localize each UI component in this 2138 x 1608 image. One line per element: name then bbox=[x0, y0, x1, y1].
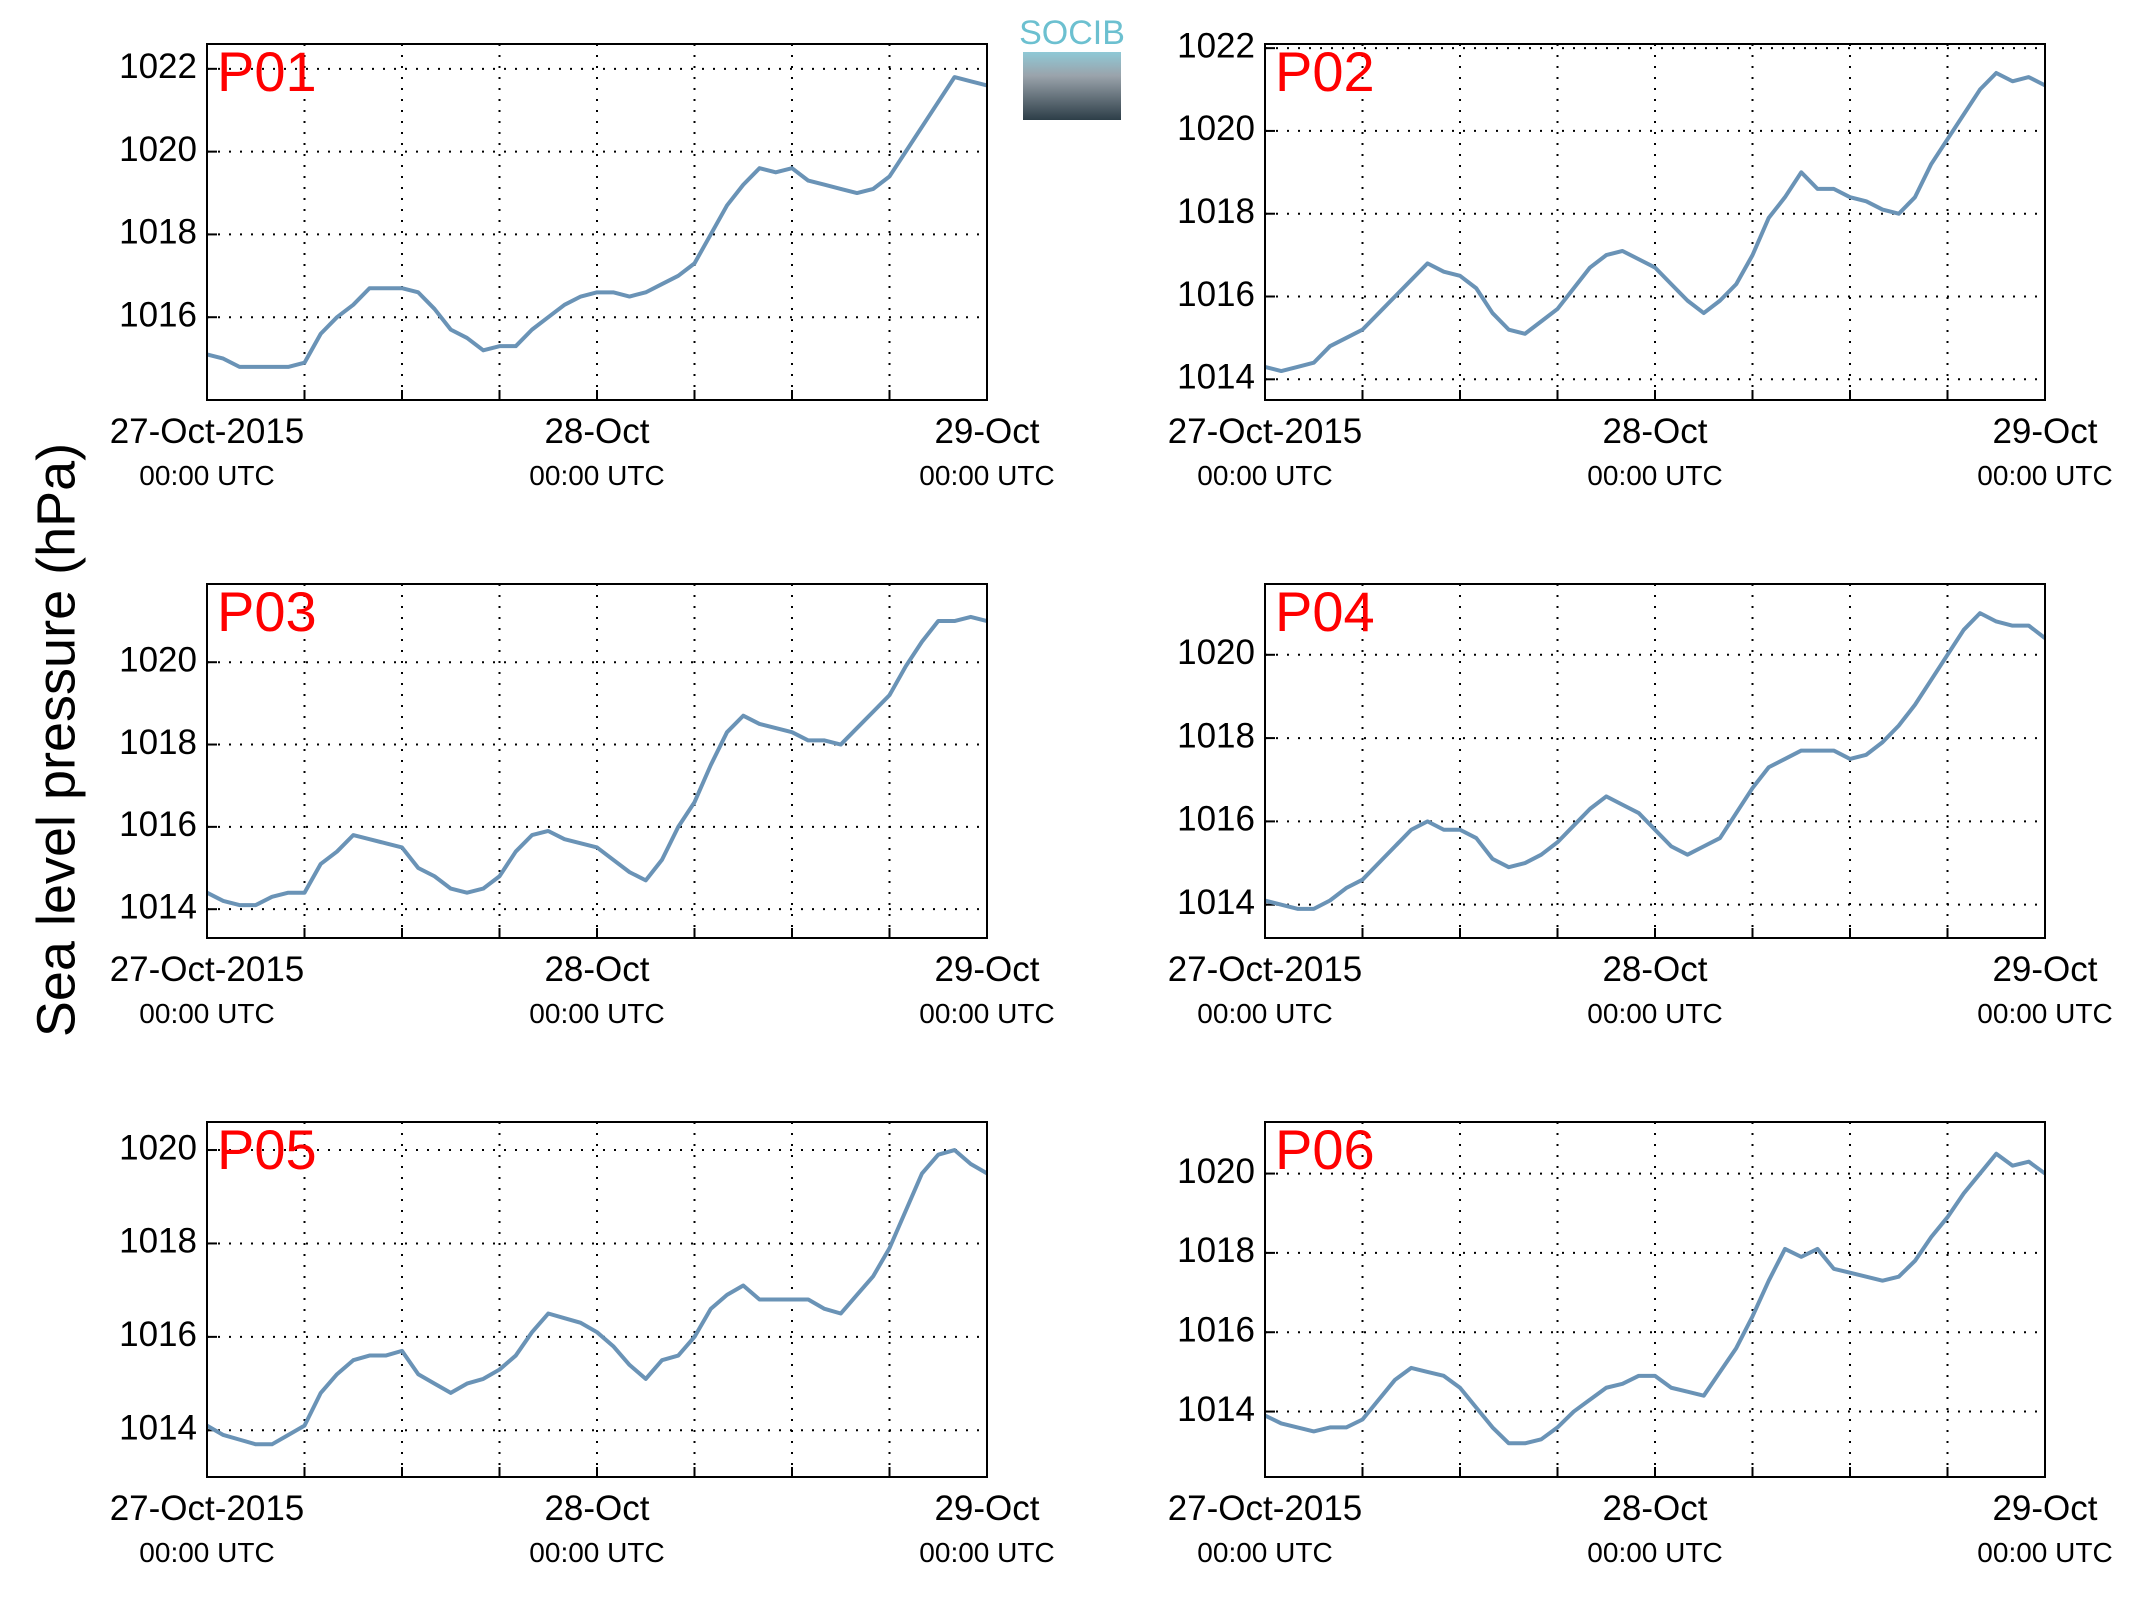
x-tick-label: 29-Oct 00:00 UTC bbox=[1977, 412, 2113, 491]
y-tick-label: 1014 bbox=[119, 887, 197, 926]
plot-frame bbox=[1264, 43, 2046, 401]
y-tick-label: 1018 bbox=[119, 213, 197, 252]
y-tick-label: 1018 bbox=[119, 723, 197, 762]
y-tick-label: 1014 bbox=[1177, 358, 1255, 397]
logo: SOCIB bbox=[1019, 14, 1125, 120]
x-tick-label: 27-Oct-2015 00:00 UTC bbox=[1167, 950, 1363, 1029]
logo-text: SOCIB bbox=[1019, 14, 1125, 52]
x-tick-label: 27-Oct-2015 00:00 UTC bbox=[109, 1489, 305, 1568]
y-tick-label: 1018 bbox=[1177, 716, 1255, 755]
data-line bbox=[206, 1148, 988, 1447]
x-tick-label: 27-Oct-2015 00:00 UTC bbox=[109, 950, 305, 1029]
panel-title: P05 bbox=[217, 1118, 317, 1181]
panel: 1014 1016 1018 1020 P04 bbox=[1177, 580, 2047, 939]
y-tick-label: 1016 bbox=[1177, 800, 1255, 839]
panel: 1014 1016 1018 1020 P05 bbox=[119, 1118, 988, 1478]
x-tick-label: 27-Oct-2015 00:00 UTC bbox=[109, 412, 305, 491]
data-line bbox=[206, 614, 988, 908]
panel-title: P04 bbox=[1275, 580, 1375, 643]
data-line bbox=[1264, 1151, 2047, 1446]
panel: 1014 1016 1018 1020 P03 bbox=[119, 580, 988, 939]
y-tick-label: 1016 bbox=[1177, 1310, 1255, 1349]
y-tick-label: 1014 bbox=[119, 1409, 197, 1448]
y-tick-label: 1018 bbox=[1177, 192, 1255, 231]
data-line bbox=[1264, 611, 2047, 911]
panel-title: P01 bbox=[217, 40, 317, 103]
y-tick-label: 1022 bbox=[1177, 26, 1255, 65]
panel: 1016 1018 1020 1022 P01 bbox=[119, 40, 988, 401]
x-tick-label: 28-Oct 00:00 UTC bbox=[1587, 1489, 1723, 1568]
x-tick-label: 28-Oct 00:00 UTC bbox=[529, 950, 665, 1029]
panel-title: P06 bbox=[1275, 1118, 1375, 1181]
y-tick-label: 1016 bbox=[1177, 275, 1255, 314]
logo-box bbox=[1023, 52, 1121, 120]
y-tick-label: 1018 bbox=[119, 1222, 197, 1261]
y-tick-label: 1022 bbox=[119, 47, 197, 86]
y-tick-label: 1014 bbox=[1177, 883, 1255, 922]
x-tick-label: 27-Oct-2015 00:00 UTC bbox=[1167, 412, 1363, 491]
x-tick-label: 28-Oct 00:00 UTC bbox=[529, 412, 665, 491]
x-tick-label: 29-Oct 00:00 UTC bbox=[919, 1489, 1055, 1568]
x-tick-label: 29-Oct 00:00 UTC bbox=[1977, 950, 2113, 1029]
plot-frame bbox=[1264, 1121, 2046, 1478]
x-tick-label: 29-Oct 00:00 UTC bbox=[919, 412, 1055, 491]
plot-frame bbox=[1264, 583, 2046, 939]
x-tick-label: 29-Oct 00:00 UTC bbox=[1977, 1489, 2113, 1568]
y-tick-label: 1020 bbox=[119, 130, 197, 169]
plot-frame bbox=[206, 1121, 988, 1478]
y-tick-label: 1020 bbox=[119, 1128, 197, 1167]
y-tick-label: 1016 bbox=[119, 805, 197, 844]
panel-title: P02 bbox=[1275, 40, 1375, 103]
panel: 1014 1016 1018 1020 P06 bbox=[1177, 1118, 2047, 1478]
y-tick-label: 1014 bbox=[1177, 1390, 1255, 1429]
x-tick-label: 28-Oct 00:00 UTC bbox=[1587, 412, 1723, 491]
y-tick-label: 1016 bbox=[119, 295, 197, 334]
y-tick-label: 1020 bbox=[119, 640, 197, 679]
panel-title: P03 bbox=[217, 580, 317, 643]
y-tick-label: 1020 bbox=[1177, 633, 1255, 672]
data-line bbox=[1264, 70, 2046, 374]
x-tick-label: 29-Oct 00:00 UTC bbox=[919, 950, 1055, 1029]
x-tick-label: 27-Oct-2015 00:00 UTC bbox=[1167, 1489, 1363, 1568]
plot-frame bbox=[206, 43, 988, 401]
y-tick-label: 1018 bbox=[1177, 1231, 1255, 1270]
data-line bbox=[206, 75, 988, 369]
x-tick-label: 28-Oct 00:00 UTC bbox=[1587, 950, 1723, 1029]
x-tick-label: 28-Oct 00:00 UTC bbox=[529, 1489, 665, 1568]
y-tick-label: 1020 bbox=[1177, 109, 1255, 148]
y-tick-label: 1016 bbox=[119, 1315, 197, 1354]
y-axis-label: Sea level pressure (hPa) bbox=[26, 443, 86, 1037]
plot-frame bbox=[206, 583, 988, 939]
y-tick-label: 1020 bbox=[1177, 1152, 1255, 1191]
panel: 1014 1016 1018 1020 1022 P02 bbox=[1177, 26, 2046, 401]
